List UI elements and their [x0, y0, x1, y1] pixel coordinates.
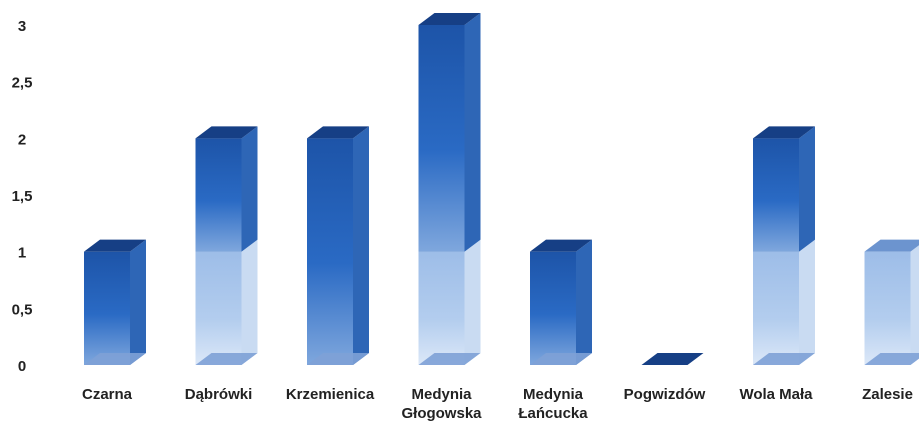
bar-front	[307, 138, 353, 365]
bar-group	[84, 239, 146, 365]
bar-base	[195, 353, 258, 365]
y-tick-label: 2,5	[12, 75, 33, 92]
bar-base	[307, 353, 369, 365]
x-axis: Czarna Dąbrówki Krzemienica Medynia Głogowsk…	[82, 386, 913, 422]
bar-segment	[753, 239, 815, 365]
bar-side	[241, 126, 258, 252]
bar-front	[84, 251, 130, 365]
y-tick-label: 1	[18, 245, 26, 262]
bar-segment	[84, 239, 146, 365]
bar-side	[576, 239, 592, 365]
bar-group	[641, 353, 704, 365]
category-label: Zalesie	[862, 386, 913, 403]
bar-top	[307, 126, 369, 139]
bar-segment	[418, 13, 481, 252]
category-label-line: Zalesie	[862, 386, 913, 403]
bar-top	[84, 239, 146, 252]
bar-base	[864, 353, 919, 365]
bar-front	[195, 138, 242, 252]
y-tick-label: 0	[18, 358, 26, 375]
y-tick-label: 2	[18, 131, 26, 148]
bar-base	[530, 353, 592, 365]
category-label: Pogwizdów	[624, 386, 706, 403]
category-label-line: Pogwizdów	[624, 386, 706, 403]
bar-base	[753, 353, 815, 365]
category-label: Dąbrówki	[185, 386, 253, 403]
category-label-line: Wola Mała	[739, 386, 813, 403]
category-label-line: Krzemienica	[286, 386, 375, 403]
bar-front	[753, 251, 799, 365]
bar-top	[530, 239, 592, 252]
category-label: Krzemienica	[286, 386, 375, 403]
bar-segment	[418, 239, 481, 365]
bar-segment	[753, 126, 815, 252]
bar-side	[130, 239, 146, 365]
bar-side	[464, 13, 481, 252]
bar-front	[530, 251, 576, 365]
bar-front	[195, 251, 242, 365]
bar-side	[241, 239, 258, 365]
bar-side	[353, 126, 369, 365]
bar-base	[641, 353, 704, 365]
bars	[84, 13, 919, 365]
bar-side	[464, 239, 481, 365]
bar-group	[307, 126, 369, 365]
bar-base	[84, 353, 146, 365]
bar-front	[864, 251, 911, 365]
bar-front	[418, 251, 465, 365]
bar-front	[753, 138, 799, 252]
category-label-line: Medynia	[523, 386, 584, 403]
bar-segment	[195, 239, 258, 365]
bar-top	[864, 239, 919, 252]
bar-group	[753, 126, 815, 365]
category-label: Wola Mała	[739, 386, 813, 403]
y-axis: 0 0,5 1 1,5 2 2,5 3	[12, 18, 33, 375]
bar-front	[418, 25, 465, 252]
category-label-line: Łańcucka	[518, 405, 588, 422]
category-label: Medynia Głogowska	[401, 386, 482, 422]
bar-side	[910, 245, 919, 365]
y-tick-label: 0,5	[12, 301, 33, 318]
category-label-line: Głogowska	[401, 405, 482, 422]
bar-side	[799, 239, 815, 365]
bar-segment	[307, 126, 369, 365]
y-tick-label: 1,5	[12, 188, 33, 205]
bar-side	[799, 126, 815, 252]
bar-top	[418, 13, 481, 25]
category-label-line: Dąbrówki	[185, 386, 253, 403]
bar-segment	[864, 239, 919, 365]
bar-base	[418, 353, 481, 365]
category-label-line: Medynia	[411, 386, 472, 403]
bar-group	[418, 13, 481, 365]
bar-group	[530, 239, 592, 365]
bar-top	[753, 126, 815, 139]
y-tick-label: 3	[18, 18, 26, 35]
bar-group	[195, 126, 258, 365]
category-label-line: Czarna	[82, 386, 133, 403]
category-label: Medynia Łańcucka	[518, 386, 588, 422]
bar-segment	[195, 126, 258, 252]
category-label: Czarna	[82, 386, 133, 403]
bar-top	[195, 126, 258, 139]
bar-group	[864, 239, 919, 365]
bar-segment	[530, 239, 592, 365]
